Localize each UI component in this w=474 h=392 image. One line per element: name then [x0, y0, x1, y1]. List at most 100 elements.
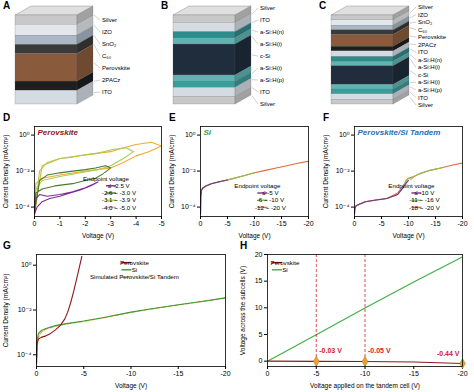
svg-text:-0.44 V: -0.44 V: [437, 350, 460, 357]
svg-text:20: 20: [255, 251, 263, 258]
svg-text:-5: -5: [81, 370, 87, 377]
svg-text:-20: -20: [220, 370, 230, 377]
svg-text:10⁰: 10⁰: [185, 131, 196, 138]
svg-text:Endpoint voltage: Endpoint voltage: [83, 175, 130, 182]
svg-text:Perovskite: Perovskite: [418, 34, 447, 40]
svg-text:≤ -5 V: ≤ -5 V: [262, 189, 279, 196]
svg-text:Perovskite: Perovskite: [102, 65, 131, 71]
svg-text:Current Density (mA/cm²): Current Density (mA/cm²): [2, 135, 10, 209]
svg-text:-10: -10: [360, 370, 370, 377]
svg-text:-5: -5: [224, 220, 230, 227]
svg-text:10⁰: 10⁰: [19, 131, 30, 138]
svg-text:Si: Si: [204, 128, 212, 137]
svg-text:-4: -4: [133, 220, 139, 227]
svg-text:10⁻²: 10⁻²: [336, 167, 350, 174]
svg-text:a-Si:H(i): a-Si:H(i): [260, 41, 282, 47]
svg-text:Current Density (mA/cm²): Current Density (mA/cm²): [2, 274, 10, 348]
svg-text:10⁻⁴: 10⁻⁴: [17, 351, 32, 358]
svg-text:SnO₂: SnO₂: [102, 41, 117, 47]
svg-text:-11 ~ -16 V: -11 ~ -16 V: [409, 196, 440, 203]
svg-text:Voltage applied on the tandem: Voltage applied on the tandem cell (V): [310, 382, 420, 390]
svg-text:Silver: Silver: [418, 4, 433, 10]
svg-text:-10: -10: [403, 220, 413, 227]
svg-text:a-Si:H(i): a-Si:H(i): [418, 79, 440, 85]
svg-text:-20: -20: [457, 370, 467, 377]
svg-text:0: 0: [266, 370, 270, 377]
svg-text:-6 ~ -10 V: -6 ~ -10 V: [257, 196, 285, 203]
svg-text:Endpoint voltage: Endpoint voltage: [388, 182, 435, 189]
svg-text:Si: Si: [132, 266, 138, 273]
svg-text:C₆₀: C₆₀: [102, 53, 112, 59]
svg-text:5: 5: [259, 331, 263, 338]
svg-text:≤ -10 V: ≤ -10 V: [414, 189, 435, 196]
svg-text:a-Si:H(i): a-Si:H(i): [260, 65, 282, 71]
svg-text:-10: -10: [126, 370, 136, 377]
svg-text:-5: -5: [378, 220, 384, 227]
svg-text:-2.6 ~ -3.0 V: -2.6 ~ -3.0 V: [102, 189, 137, 196]
svg-text:IZO: IZO: [102, 29, 112, 35]
svg-text:10: 10: [255, 304, 263, 311]
svg-text:10⁻⁴: 10⁻⁴: [15, 203, 30, 210]
svg-text:a-Si:H(n): a-Si:H(n): [260, 29, 284, 35]
svg-text:10⁻²: 10⁻²: [18, 306, 32, 313]
svg-text:15: 15: [255, 277, 263, 284]
svg-text:SnO₂: SnO₂: [418, 19, 433, 25]
svg-text:0: 0: [35, 370, 39, 377]
svg-text:-4.0 ~ -5.0 V: -4.0 ~ -5.0 V: [102, 204, 137, 211]
svg-text:≤ -2.5 V: ≤ -2.5 V: [108, 182, 130, 189]
svg-text:Si: Si: [282, 266, 288, 273]
svg-text:Current Density (mA/cm²): Current Density (mA/cm²): [168, 135, 176, 209]
svg-text:ITO: ITO: [418, 95, 428, 101]
svg-text:-10: -10: [249, 220, 259, 227]
svg-text:0: 0: [33, 220, 37, 227]
svg-text:-15: -15: [409, 370, 419, 377]
svg-text:a-Si:H(n): a-Si:H(n): [418, 57, 442, 63]
svg-text:IZO: IZO: [418, 12, 428, 18]
svg-text:ITO: ITO: [260, 17, 270, 23]
svg-text:Perovskite: Perovskite: [120, 259, 149, 266]
svg-text:Voltage (V): Voltage (V): [115, 382, 147, 390]
svg-text:Voltage across the subcells (V: Voltage across the subcells (V): [239, 266, 247, 355]
svg-text:10⁻⁴: 10⁻⁴: [335, 203, 350, 210]
svg-text:-3: -3: [108, 220, 114, 227]
svg-text:-5: -5: [313, 370, 319, 377]
svg-text:10⁻²: 10⁻²: [16, 167, 30, 174]
svg-text:ITO: ITO: [102, 89, 112, 95]
svg-text:10⁻⁴: 10⁻⁴: [181, 203, 196, 210]
svg-text:0: 0: [199, 220, 203, 227]
svg-text:2PACz: 2PACz: [102, 77, 120, 83]
svg-text:Perovskite: Perovskite: [38, 128, 79, 137]
svg-text:Voltage (V): Voltage (V): [238, 232, 270, 240]
svg-text:-2: -2: [82, 220, 88, 227]
svg-text:Silver: Silver: [102, 17, 117, 23]
svg-text:10⁰: 10⁰: [339, 131, 350, 138]
svg-text:a-Si:H(p): a-Si:H(p): [260, 77, 284, 83]
svg-text:Simulated Perovskite/Si Tandem: Simulated Perovskite/Si Tandem: [90, 273, 179, 280]
svg-text:0: 0: [259, 357, 263, 364]
svg-text:Endpoint voltage: Endpoint voltage: [234, 182, 281, 189]
svg-text:-5: -5: [158, 220, 164, 227]
svg-text:Voltage (V): Voltage (V): [392, 232, 424, 240]
svg-text:Silver: Silver: [260, 5, 275, 11]
svg-text:-15: -15: [276, 220, 286, 227]
svg-text:a-Si:H(i): a-Si:H(i): [418, 64, 440, 70]
svg-text:-3.1 ~ -3.9 V: -3.1 ~ -3.9 V: [102, 196, 137, 203]
svg-text:-20: -20: [457, 220, 467, 227]
svg-text:Silver: Silver: [260, 101, 275, 107]
svg-text:Perovskite/Si Tandem: Perovskite/Si Tandem: [358, 128, 441, 137]
svg-text:2PACz: 2PACz: [418, 42, 436, 48]
svg-text:-0.03 V: -0.03 V: [319, 347, 342, 354]
svg-text:Silver: Silver: [418, 102, 433, 108]
svg-text:c-Si: c-Si: [418, 72, 428, 78]
svg-text:C₆₀: C₆₀: [418, 27, 428, 33]
svg-text:-0.05 V: -0.05 V: [368, 347, 391, 354]
svg-text:-15: -15: [173, 370, 183, 377]
svg-text:c-Si: c-Si: [260, 53, 270, 59]
svg-text:0: 0: [353, 220, 357, 227]
svg-text:a-Si:H(p): a-Si:H(p): [418, 87, 442, 93]
svg-text:-20: -20: [303, 220, 313, 227]
svg-text:-18 ~ -20 V: -18 ~ -20 V: [409, 204, 441, 211]
svg-text:Voltage (V): Voltage (V): [82, 232, 114, 240]
svg-text:-1: -1: [57, 220, 63, 227]
svg-text:Current Density (mA/cm²): Current Density (mA/cm²): [322, 135, 330, 209]
